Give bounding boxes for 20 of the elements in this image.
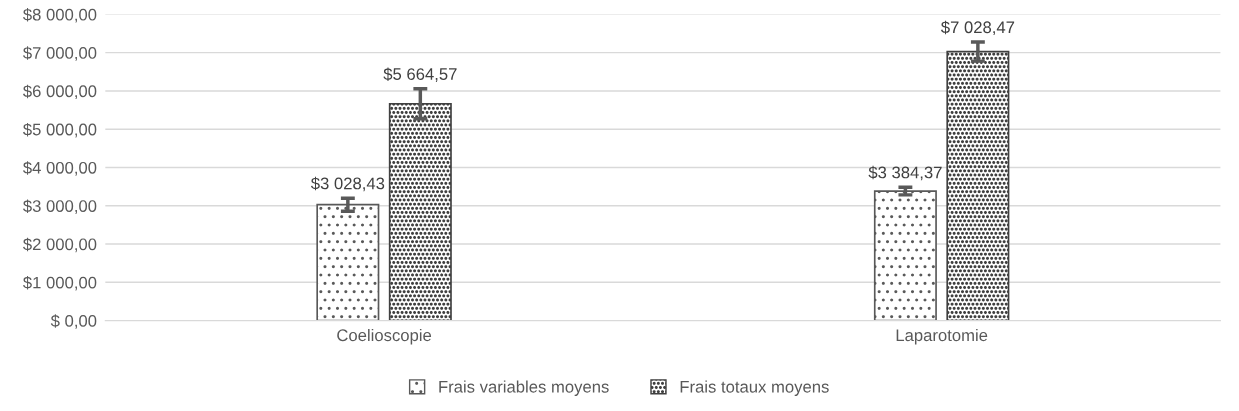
y-tick-label: $5 000,00 bbox=[23, 122, 97, 138]
data-label: $3 384,37 bbox=[868, 165, 942, 181]
x-tick-label: Laparotomie bbox=[896, 328, 988, 345]
data-label: $7 028,47 bbox=[940, 20, 1015, 36]
legend-label: Frais variables moyens bbox=[439, 380, 609, 396]
bar bbox=[316, 203, 380, 321]
bar bbox=[946, 50, 1010, 321]
y-tick-label: $1 000,00 bbox=[23, 276, 97, 291]
y-tick-label: $8 000,00 bbox=[23, 8, 97, 23]
y-tick-label: $2 000,00 bbox=[23, 237, 97, 253]
y-tick-label: $6 000,00 bbox=[23, 84, 97, 100]
y-tick-label: $4 000,00 bbox=[23, 161, 97, 176]
x-tick-label: Coelioscopie bbox=[337, 328, 432, 345]
data-label: $5 664,57 bbox=[383, 67, 457, 82]
y-tick-label: $ 0,00 bbox=[50, 314, 97, 329]
y-tick-label: $7 000,00 bbox=[23, 46, 97, 61]
bar bbox=[388, 102, 452, 321]
y-tick-label: $3 000,00 bbox=[23, 199, 97, 214]
legend-label: Frais totaux moyens bbox=[680, 380, 829, 396]
data-label: $3 028,43 bbox=[310, 176, 385, 192]
